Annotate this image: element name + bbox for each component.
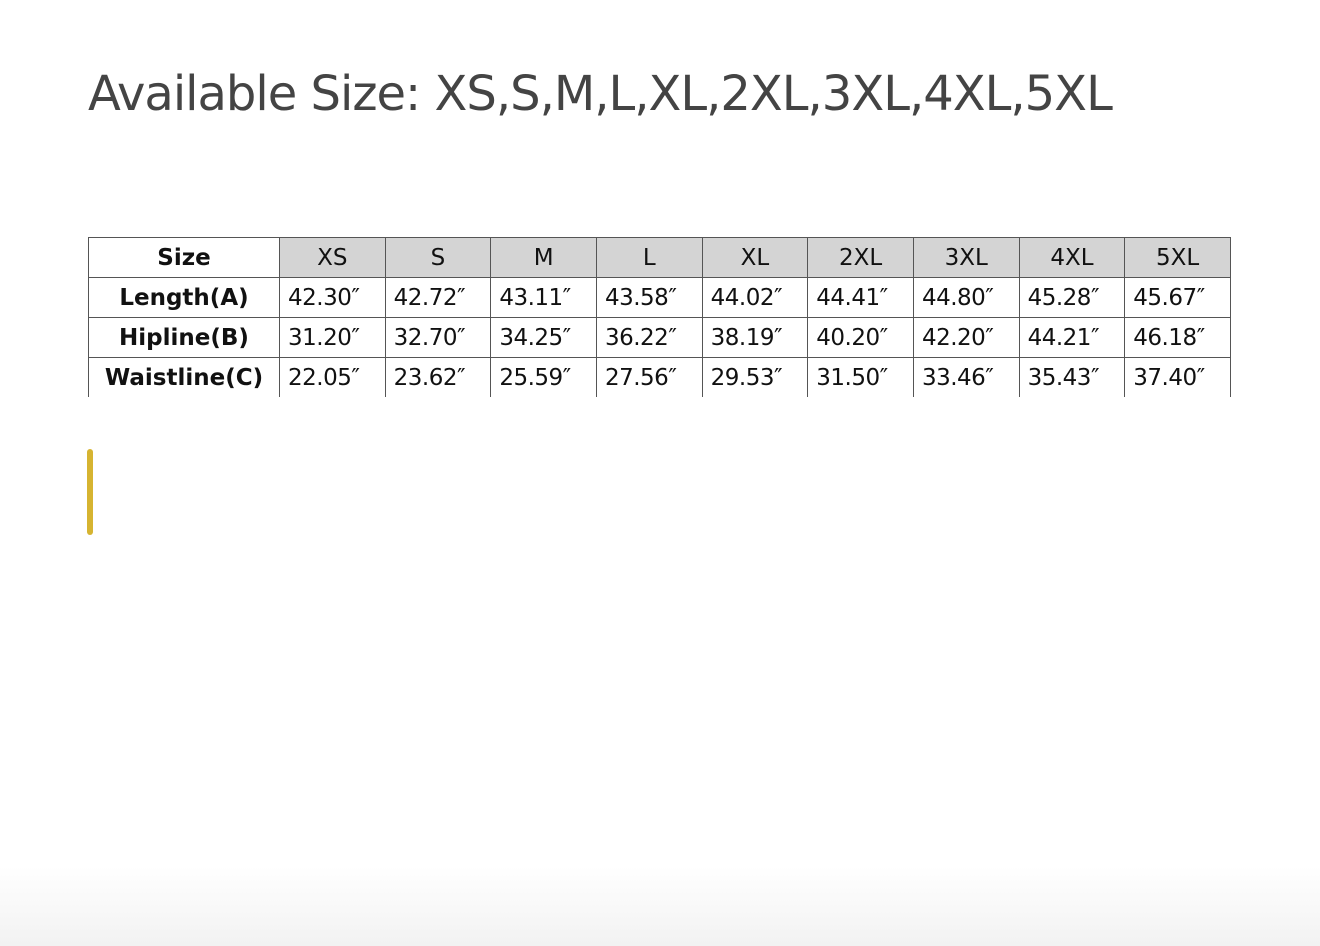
- column-header: S: [384, 237, 492, 278]
- table-cell: 45.28″: [1018, 277, 1126, 318]
- row-label: Length(A): [88, 277, 280, 318]
- table-cell: 44.02″: [701, 277, 809, 318]
- corner-header: Size: [88, 237, 280, 278]
- table-cell: 23.62″: [384, 357, 492, 397]
- table-cell: 46.18″: [1124, 317, 1231, 358]
- table-cell: 44.21″: [1018, 317, 1126, 358]
- row-label: Hipline(B): [88, 317, 280, 358]
- column-header: 4XL: [1018, 237, 1126, 278]
- column-header: XS: [279, 237, 386, 278]
- table-cell: 34.25″: [490, 317, 597, 358]
- table-cell: 31.50″: [807, 357, 914, 397]
- table-cell: 42.72″: [384, 277, 492, 318]
- column-header: L: [595, 237, 703, 278]
- column-header: M: [490, 237, 597, 278]
- row-label: Waistline(C): [88, 357, 280, 397]
- table-row: Hipline(B) 31.20″ 32.70″ 34.25″ 36.22″ 38.19″…: [88, 317, 1231, 358]
- table-cell: 25.59″: [490, 357, 597, 397]
- table-cell: 29.53″: [701, 357, 809, 397]
- table-cell: 44.80″: [912, 277, 1020, 318]
- table-cell: 44.41″: [807, 277, 914, 318]
- accent-bar: [87, 449, 93, 535]
- column-header: 3XL: [912, 237, 1020, 278]
- table-cell: 40.20″: [807, 317, 914, 358]
- table-cell: 45.67″: [1124, 277, 1231, 318]
- table-cell: 43.11″: [490, 277, 597, 318]
- table-header-row: Size XS S M L XL 2XL 3XL 4XL 5XL: [88, 237, 1231, 278]
- column-header: 5XL: [1124, 237, 1231, 278]
- bottom-fade: [0, 866, 1320, 946]
- table-row: Waistline(C) 22.05″ 23.62″ 25.59″ 27.56″ 29.5…: [88, 357, 1231, 397]
- table-cell: 42.30″: [279, 277, 386, 318]
- table-cell: 33.46″: [912, 357, 1020, 397]
- table-cell: 27.56″: [595, 357, 703, 397]
- table-cell: 36.22″: [595, 317, 703, 358]
- column-header: 2XL: [807, 237, 914, 278]
- table-cell: 31.20″: [279, 317, 386, 358]
- page-title: Available Size: XS,S,M,L,XL,2XL,3XL,4XL,…: [88, 66, 1113, 122]
- table-cell: 38.19″: [701, 317, 809, 358]
- table-cell: 35.43″: [1018, 357, 1126, 397]
- table-row: Length(A) 42.30″ 42.72″ 43.11″ 43.58″ 44.02″ 4…: [88, 277, 1231, 318]
- size-chart-table: Size XS S M L XL 2XL 3XL 4XL 5XL Length(A) 42.30″…: [88, 237, 1231, 397]
- table-cell: 43.58″: [595, 277, 703, 318]
- column-header: XL: [701, 237, 809, 278]
- table-cell: 42.20″: [912, 317, 1020, 358]
- table-cell: 37.40″: [1124, 357, 1231, 397]
- table-cell: 22.05″: [279, 357, 386, 397]
- table-cell: 32.70″: [384, 317, 492, 358]
